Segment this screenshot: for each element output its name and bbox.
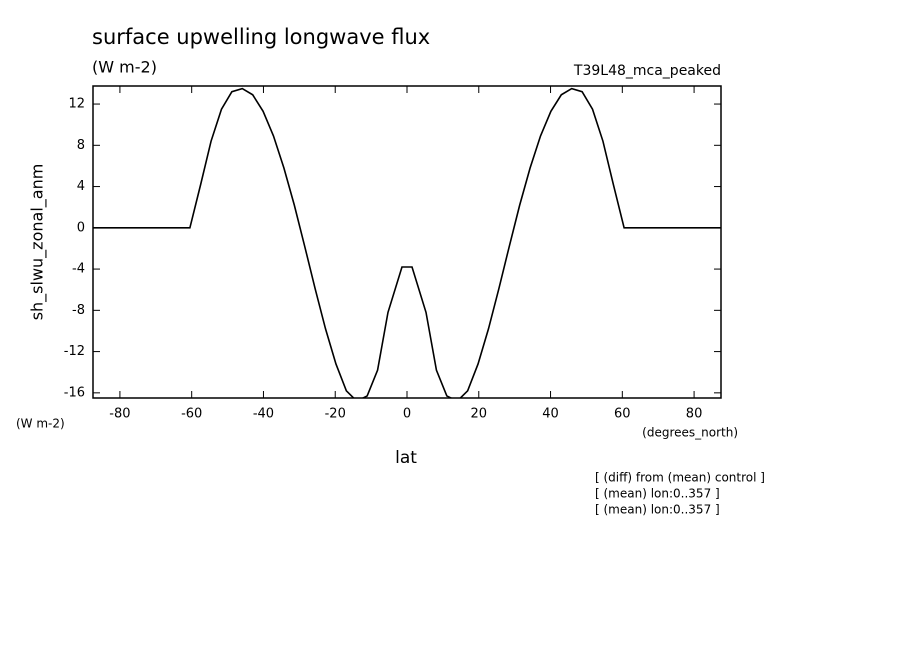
y-tick-label: -12 [64,344,85,359]
experiment-label: T39L48_mca_peaked [573,63,721,79]
y-tick-label: 12 [68,97,85,112]
x-tick-label: -80 [109,407,130,422]
plot-frame [92,85,722,399]
x-axis-label: lat [395,448,417,468]
y-tick-label: -8 [72,303,85,318]
line-series [93,87,721,398]
x-tick-label: 40 [542,407,559,422]
y-tick-label: -16 [64,385,85,400]
x-tick-label: -40 [253,407,274,422]
x-tick-label: 0 [403,407,411,422]
note: [ (mean) lon:0..357 ] [595,487,720,501]
y-tick-label: 8 [77,138,85,153]
x-tick-label: -20 [325,407,346,422]
chart-title: surface upwelling longwave flux [92,25,430,49]
x-tick-label: -60 [181,407,202,422]
x-units: (degrees_north) [642,426,738,440]
y-units: (W m-2) [16,417,65,431]
subtitle: (W m-2) [92,58,157,77]
y-axis-label: sh_slwu_zonal_anm [28,164,48,321]
y-tick-label: 4 [77,179,85,194]
note: [ (diff) from (mean) control ] [595,471,765,485]
x-tick-label: 60 [614,407,631,422]
x-tick-label: 20 [470,407,487,422]
x-tick-label: 80 [686,407,703,422]
y-tick-label: -4 [72,262,85,277]
note: [ (mean) lon:0..357 ] [595,503,720,517]
y-tick-label: 0 [77,220,85,235]
